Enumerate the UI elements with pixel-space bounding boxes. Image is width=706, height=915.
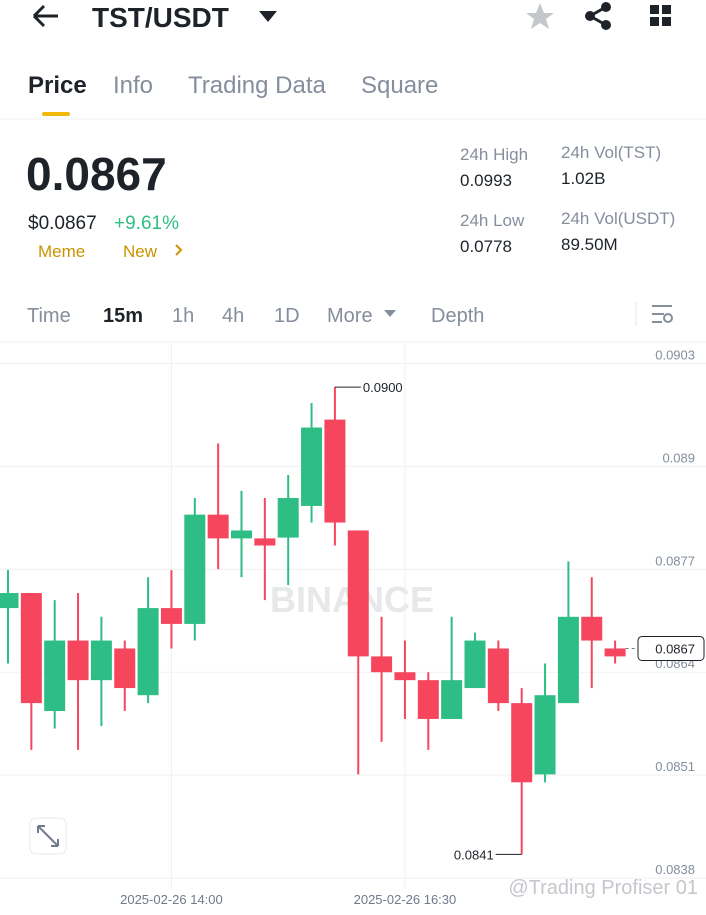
credit: @Trading Profiser 01 bbox=[508, 877, 698, 899]
last-price: 0.0867 bbox=[26, 148, 167, 200]
candle-body bbox=[231, 530, 252, 539]
expand-icon bbox=[37, 825, 59, 847]
timeframes: Time 15m 1h 4h 1D More Depth bbox=[27, 305, 484, 327]
tag-arrow bbox=[175, 244, 183, 256]
y-tick-label: 0.0903 bbox=[655, 347, 695, 362]
tab-indicator bbox=[42, 112, 70, 116]
candle-body bbox=[417, 680, 439, 719]
tab[interactable]: Trading Data bbox=[188, 72, 327, 99]
candle-body bbox=[394, 672, 416, 681]
last-price-box bbox=[637, 635, 705, 661]
candle-body bbox=[67, 640, 89, 681]
stat-label: 24h Vol(TST) bbox=[561, 143, 661, 162]
price-change: +9.61% bbox=[114, 213, 179, 234]
candle-body bbox=[371, 656, 393, 673]
more-dropdown bbox=[384, 310, 396, 317]
candle-body bbox=[160, 608, 182, 624]
annotation: 0.0900 bbox=[363, 380, 403, 395]
pair[interactable]: TST/USDT bbox=[92, 2, 229, 33]
tab[interactable]: Square bbox=[361, 72, 438, 99]
tab[interactable]: Info bbox=[113, 72, 153, 99]
tabs: Price Info Trading Data Square bbox=[28, 72, 438, 116]
stat-label: 24h Vol(USDT) bbox=[561, 209, 675, 228]
x-tick-label: 2025-02-26 14:00 bbox=[120, 892, 223, 907]
x-tick-label: 2025-02-26 16:30 bbox=[354, 892, 457, 907]
candle-body bbox=[324, 419, 346, 523]
candle-body bbox=[137, 608, 159, 696]
stat-value: 0.0778 bbox=[460, 237, 512, 256]
timeframe[interactable]: 1h bbox=[172, 305, 194, 327]
candle-body bbox=[301, 427, 323, 506]
tag[interactable]: Meme bbox=[38, 242, 85, 261]
stat-value: 89.50M bbox=[561, 235, 618, 254]
candle-body bbox=[184, 514, 206, 624]
candle-body bbox=[441, 680, 463, 719]
candle-body bbox=[464, 640, 486, 689]
stat-label: 24h Low bbox=[460, 211, 525, 230]
timeframe[interactable]: 4h bbox=[222, 305, 244, 327]
stat-label: 24h High bbox=[460, 145, 528, 164]
candle-body bbox=[581, 616, 603, 641]
candle-body bbox=[487, 648, 509, 704]
pair-dropdown[interactable] bbox=[259, 11, 277, 22]
last-price-label: 0.0867 bbox=[655, 641, 695, 656]
candle-body bbox=[347, 530, 369, 657]
chart: 0.08380.08510.08640.08770.0890.09032025-… bbox=[0, 342, 706, 907]
y-tick-label: 0.0838 bbox=[655, 862, 695, 877]
timeframe[interactable]: Depth bbox=[431, 305, 484, 327]
stat-value: 0.0993 bbox=[460, 171, 512, 190]
candle-body bbox=[604, 648, 626, 657]
tag[interactable]: New bbox=[123, 242, 158, 261]
back-button[interactable] bbox=[32, 4, 58, 28]
y-tick-label: 0.0851 bbox=[655, 759, 695, 774]
tab[interactable]: Price bbox=[28, 72, 87, 99]
y-tick-label: 0.0877 bbox=[655, 553, 695, 568]
candle-body bbox=[511, 703, 533, 783]
candle-body bbox=[207, 514, 229, 539]
candle-body bbox=[0, 593, 19, 609]
candle-body bbox=[254, 538, 276, 546]
timeframe[interactable]: 15m bbox=[103, 305, 143, 327]
candle-body bbox=[557, 616, 579, 704]
candle-body bbox=[277, 498, 299, 538]
y-tick-label: 0.089 bbox=[662, 450, 695, 465]
candle-body bbox=[90, 640, 112, 681]
stat-value: 1.02B bbox=[561, 169, 605, 188]
favorite[interactable] bbox=[526, 3, 554, 29]
share[interactable] bbox=[585, 2, 611, 30]
timeframe[interactable]: 1D bbox=[274, 305, 300, 327]
timeframe[interactable]: More bbox=[327, 305, 373, 327]
stats: 24h High 0.0993 24h Vol(TST) 1.02B 24h L… bbox=[460, 143, 675, 256]
menu[interactable] bbox=[650, 5, 671, 26]
header: TST/USDT bbox=[32, 2, 671, 33]
timeframe[interactable]: Time bbox=[27, 305, 71, 327]
chart-settings[interactable] bbox=[652, 305, 673, 323]
annotation: 0.0841 bbox=[454, 847, 494, 862]
candle-body bbox=[534, 695, 556, 775]
candle-body bbox=[44, 640, 66, 712]
candle-body bbox=[114, 648, 136, 689]
price-usd: $0.0867 bbox=[28, 213, 97, 234]
candle-body bbox=[20, 593, 42, 704]
